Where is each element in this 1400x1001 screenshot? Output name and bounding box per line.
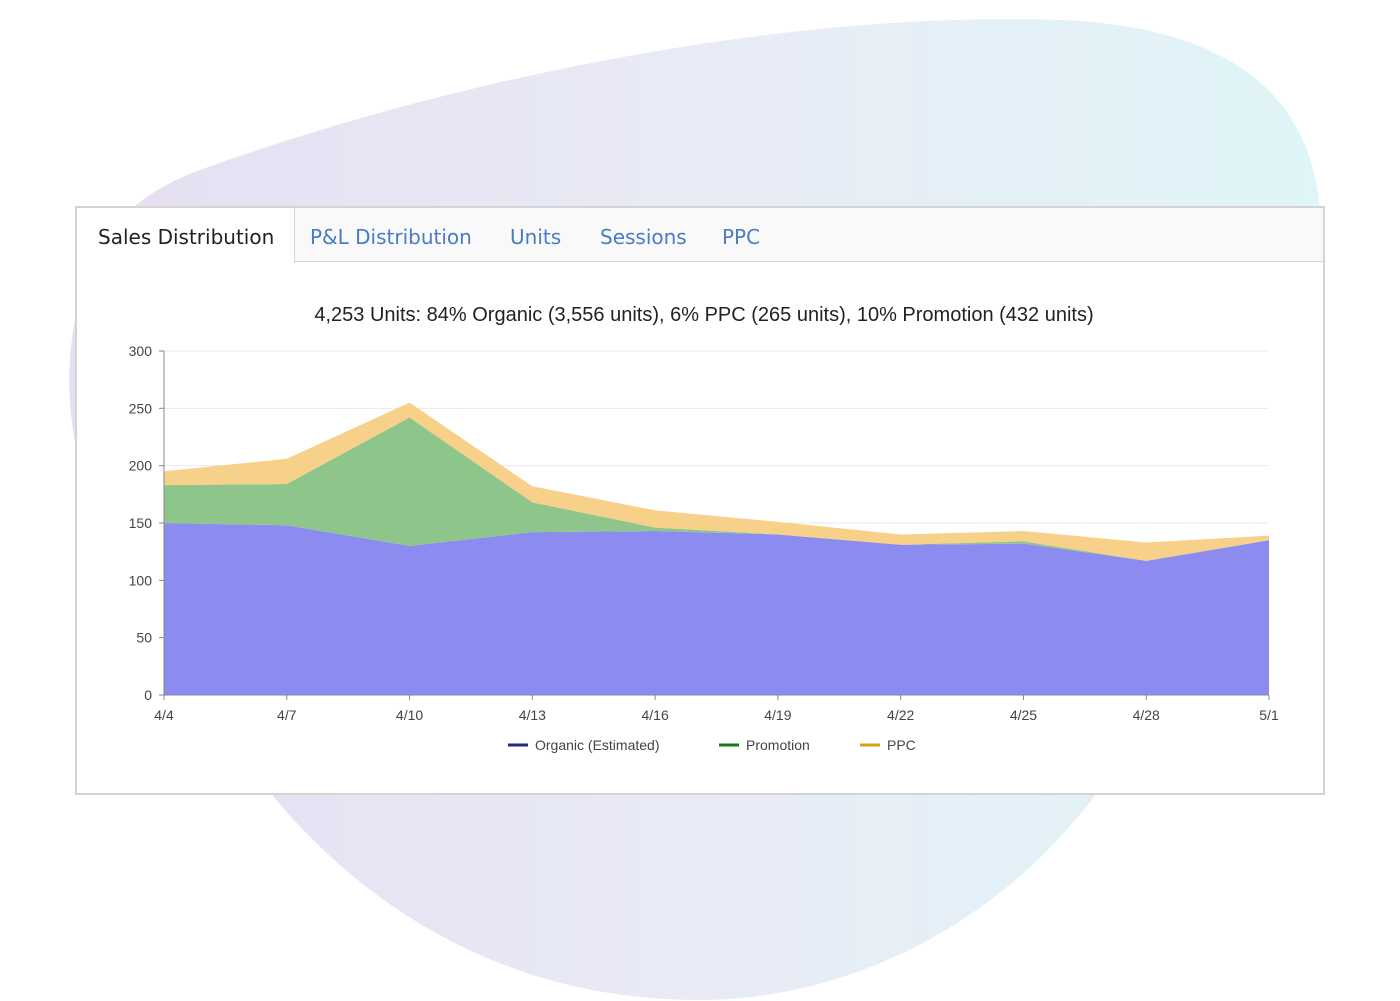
chart-areas [164,402,1269,695]
x-tick-label: 4/7 [277,707,297,723]
legend-label: Organic (Estimated) [535,737,659,753]
tab-sales-distribution[interactable]: Sales Distribution [77,208,296,263]
y-tick-label: 150 [129,515,153,531]
x-tick-label: 5/1 [1259,707,1279,723]
x-axis-ticks: 4/4 4/7 4/10 4/13 4/16 4/19 4/22 4/25 4/28 5/1 [154,695,1279,723]
y-axis-ticks: 0 50 100 150 200 250 300 [129,343,153,703]
x-tick-label: 4/22 [887,707,914,723]
chart-title: 4,253 Units: 84% Organic (3,556 units), … [314,304,1093,326]
legend-organic[interactable]: Organic (Estimated) [508,737,659,753]
y-tick-label: 50 [136,630,152,646]
chart-legend: Organic (Estimated) Promotion PPC [508,737,916,753]
x-tick-label: 4/28 [1133,707,1160,723]
x-tick-label: 4/4 [154,707,174,723]
legend-label: PPC [887,737,916,753]
x-tick-label: 4/13 [519,707,546,723]
stacked-area-chart: 4,253 Units: 84% Organic (3,556 units), … [129,304,1279,753]
x-tick-label: 4/19 [764,707,791,723]
y-tick-label: 0 [144,687,152,703]
tab-units[interactable]: Units [510,225,562,249]
tab-bar: Sales Distribution P&L Distribution Unit… [77,208,1323,263]
legend-promotion[interactable]: Promotion [719,737,810,753]
legend-ppc[interactable]: PPC [860,737,916,753]
y-tick-label: 250 [129,400,153,416]
y-tick-label: 200 [129,458,153,474]
chart-panel: Sales Distribution P&L Distribution Unit… [75,206,1325,795]
chart-axes [159,350,1269,696]
organic-area [164,523,1269,695]
legend-label: Promotion [746,737,810,753]
tab-sessions[interactable]: Sessions [600,225,687,249]
x-tick-label: 4/25 [1010,707,1037,723]
x-tick-label: 4/10 [396,707,423,723]
tab-ppc[interactable]: PPC [722,225,761,249]
x-tick-label: 4/16 [641,707,668,723]
tab-pl-distribution[interactable]: P&L Distribution [310,225,472,249]
promotion-area [164,417,1269,561]
ppc-area [164,402,1269,561]
y-tick-label: 100 [129,572,153,588]
y-tick-label: 300 [129,343,153,359]
